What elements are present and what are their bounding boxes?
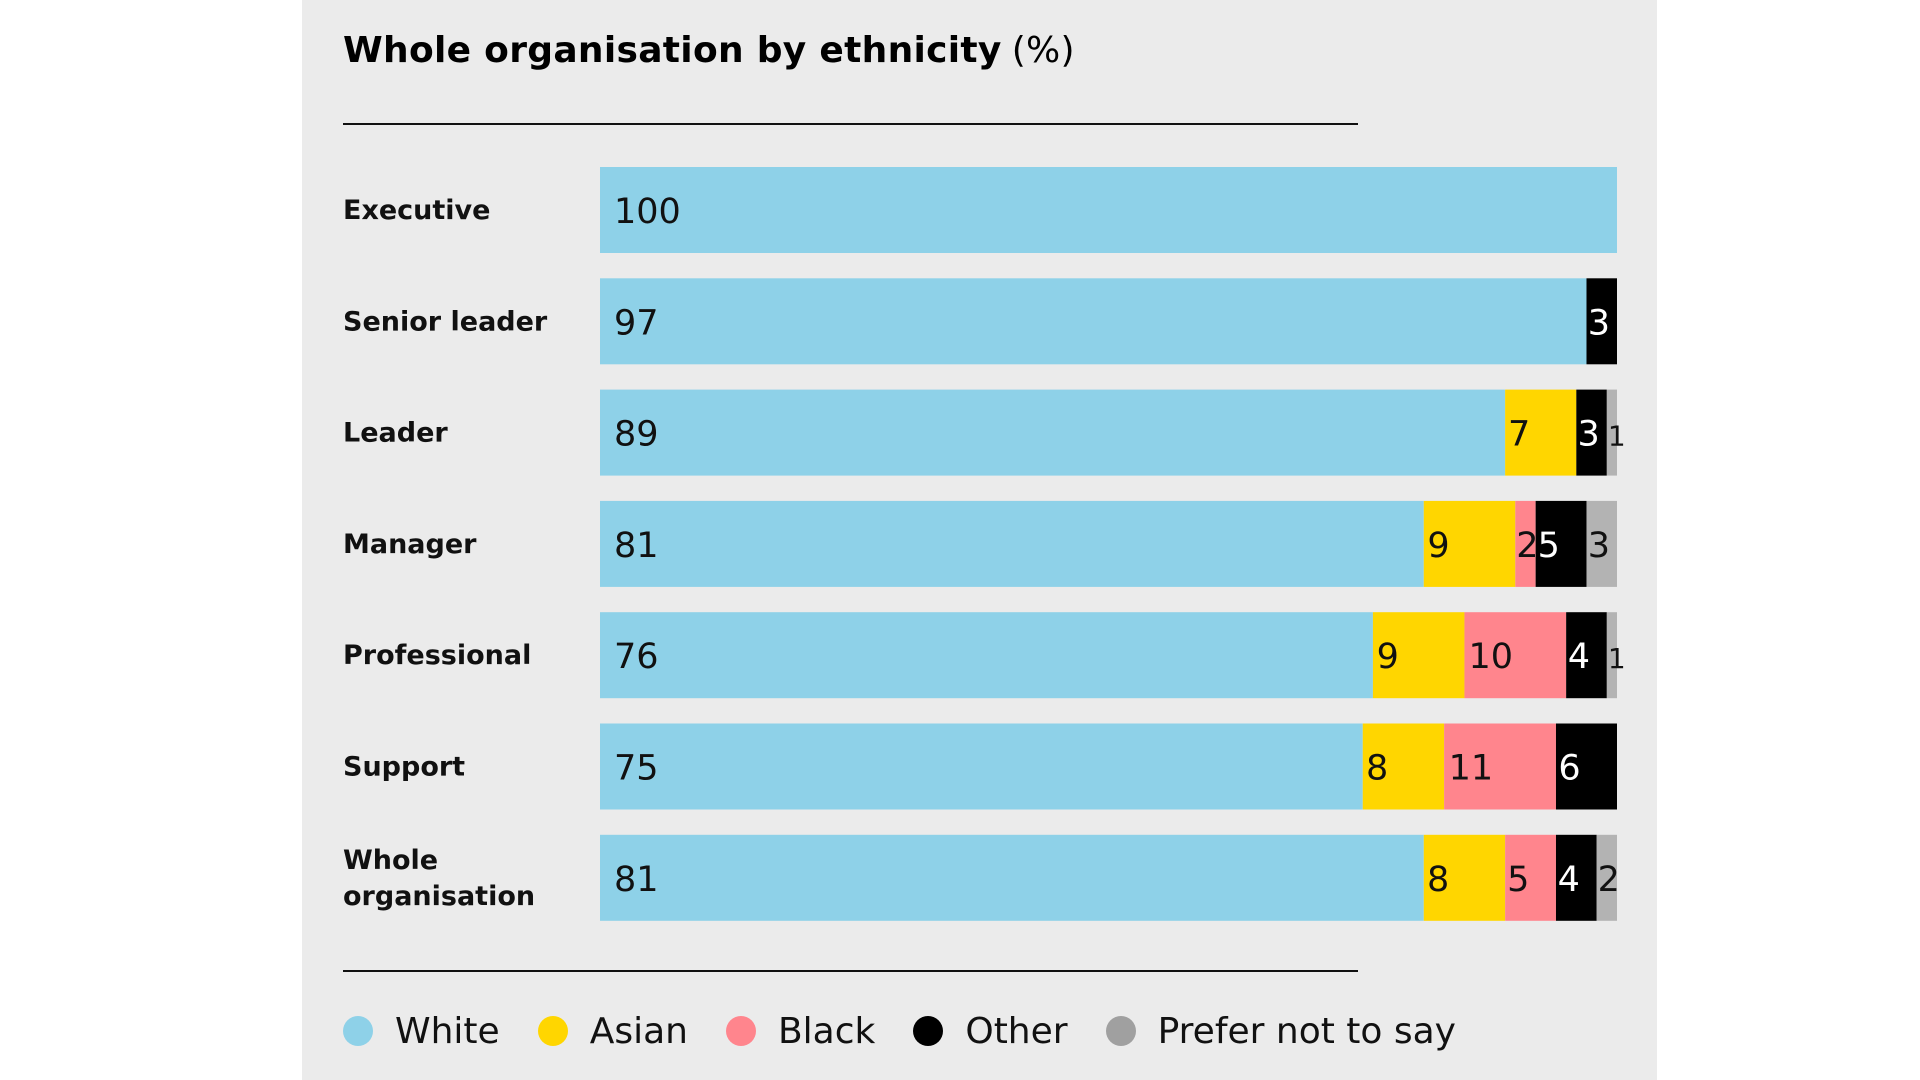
legend-item-black: Black (725, 1010, 876, 1052)
data-label-black-manager: 2 (1516, 526, 1538, 566)
data-label-prefer-not-to-say-leader: 1 (1608, 420, 1626, 453)
category-label-line: Leader (343, 418, 448, 449)
data-label-white-leader: 89 (614, 415, 659, 455)
legend-label-asian: Asian (589, 1010, 688, 1052)
data-label-white-professional: 76 (614, 637, 659, 677)
data-label-black-professional: 10 (1469, 637, 1514, 677)
bar-segment-asian-leader (1505, 389, 1577, 476)
legend: White Asian Black Other Prefer not to sa… (343, 1003, 1494, 1059)
bar-segment-other-leader (1576, 389, 1607, 476)
bar-segment-asian-manager (1423, 500, 1516, 587)
data-label-other-professional: 4 (1568, 637, 1590, 677)
legend-swatch-other (913, 1016, 944, 1046)
bar-segment-white-manager (600, 500, 1424, 587)
data-label-black-support: 11 (1449, 749, 1494, 789)
data-label-asian-leader: 7 (1508, 415, 1530, 455)
bar-segment-asian-whole-organisation (1423, 834, 1506, 921)
bar-segment-white-leader (600, 389, 1506, 476)
legend-swatch-prefer-not-to-say (1105, 1016, 1136, 1046)
bar-segment-prefer-not-to-say-professional (1606, 612, 1617, 699)
chart-title: Whole organisation by ethnicity (%) (343, 30, 1075, 71)
bar-segment-prefer-not-to-say-manager (1586, 500, 1617, 587)
legend-swatch-white (343, 1016, 373, 1046)
bar-segment-white-support (600, 723, 1363, 810)
bar-segment-other-support (1555, 723, 1617, 810)
bar-segment-other-manager (1535, 500, 1587, 587)
category-label-line: Manager (343, 529, 477, 560)
category-label-whole-organisation: Whole organisation (343, 845, 535, 912)
data-label-white-executive: 100 (614, 192, 681, 232)
category-label-leader: Leader (343, 418, 448, 449)
bar-segment-prefer-not-to-say-whole-organisation (1596, 834, 1617, 921)
chart-title-text: Whole organisation by ethnicity (343, 30, 1002, 71)
category-label-senior-leader: Senior leader (343, 306, 548, 337)
category-label-line: Professional (343, 640, 531, 671)
data-label-black-whole-organisation: 5 (1507, 860, 1529, 900)
bar-segment-asian-support (1362, 723, 1445, 810)
category-label-line: Support (343, 752, 465, 783)
data-label-other-support: 6 (1558, 749, 1580, 789)
data-label-asian-professional: 9 (1377, 637, 1399, 677)
bar-segment-white-professional (600, 612, 1373, 699)
legend-item-other: Other (913, 1010, 1068, 1052)
legend-swatch-black (725, 1016, 756, 1046)
category-label-manager: Manager (343, 529, 477, 560)
chart-unit-label: (%) (1011, 30, 1075, 71)
bar-segment-prefer-not-to-say-leader (1606, 389, 1617, 476)
bar-segment-white-whole-organisation (600, 834, 1424, 921)
bar-segment-black-manager (1515, 500, 1536, 587)
legend-item-prefer-not-to-say: Prefer not to say (1105, 1010, 1456, 1052)
bottom-divider (343, 970, 1358, 972)
category-label-line: Senior leader (343, 306, 548, 337)
data-label-other-manager: 5 (1538, 526, 1560, 566)
data-label-other-leader: 3 (1578, 415, 1600, 455)
category-label-line: Whole (343, 845, 438, 876)
category-label-line: organisation (343, 881, 535, 912)
legend-swatch-asian (537, 1016, 568, 1046)
bar-segment-asian-professional (1372, 612, 1465, 699)
bar-segment-white-senior-leader (600, 278, 1587, 365)
category-label-professional: Professional (343, 640, 531, 671)
category-label-line: Executive (343, 195, 490, 226)
data-label-other-senior-leader: 3 (1588, 303, 1610, 343)
data-label-white-senior-leader: 97 (614, 303, 659, 343)
category-label-executive: Executive (343, 195, 490, 226)
data-label-prefer-not-to-say-professional: 1 (1608, 642, 1626, 675)
bar-segment-other-whole-organisation (1555, 834, 1597, 921)
data-label-prefer-not-to-say-manager: 3 (1588, 526, 1610, 566)
legend-item-asian: Asian (537, 1010, 688, 1052)
bar-segment-black-whole-organisation (1505, 834, 1556, 921)
bar-segment-other-professional (1566, 612, 1607, 699)
data-label-asian-whole-organisation: 8 (1427, 860, 1449, 900)
data-label-asian-manager: 9 (1427, 526, 1449, 566)
legend-label-prefer-not-to-say: Prefer not to say (1157, 1010, 1456, 1052)
data-label-other-whole-organisation: 4 (1558, 860, 1580, 900)
top-divider (343, 123, 1358, 125)
data-label-prefer-not-to-say-whole-organisation: 2 (1598, 860, 1620, 900)
data-label-white-whole-organisation: 81 (614, 860, 659, 900)
legend-item-white: White (343, 1011, 500, 1052)
bar-segment-other-senior-leader (1586, 278, 1617, 365)
bar-segment-black-support (1444, 723, 1556, 810)
bar-segment-black-professional (1464, 612, 1567, 699)
chart-panel: Whole organisation by ethnicity (%) Execu… (302, 0, 1657, 1080)
legend-label-white: White (395, 1010, 500, 1052)
data-label-asian-support: 8 (1366, 749, 1388, 789)
bar-segment-white-executive (600, 167, 1617, 253)
legend-label-black: Black (777, 1010, 876, 1052)
data-label-white-manager: 81 (614, 526, 659, 566)
category-label-support: Support (343, 752, 465, 783)
legend-label-other: Other (965, 1010, 1068, 1052)
data-label-white-support: 75 (614, 749, 659, 789)
